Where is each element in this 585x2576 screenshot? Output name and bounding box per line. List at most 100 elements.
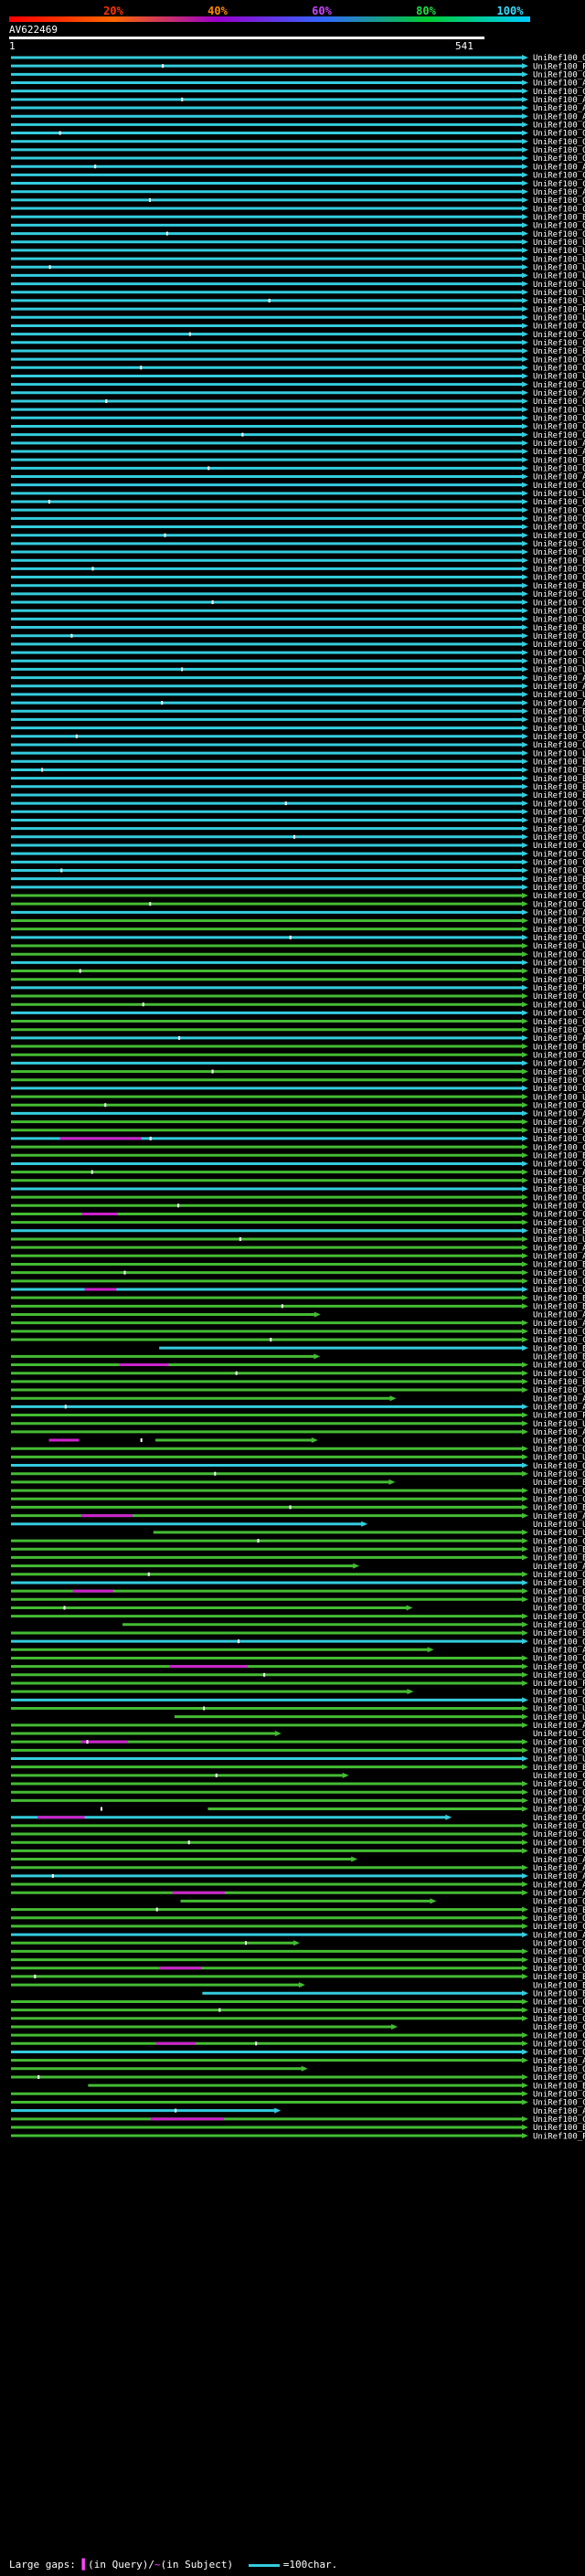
hit-row[interactable]: UniRef100_Q39336 [11, 892, 585, 901]
hit-label[interactable]: UniRef100_C8BLQ5 [533, 1177, 585, 1186]
hit-label[interactable]: UniRef100_Q8TG99 [533, 2091, 585, 2100]
hit-label[interactable]: UniRef100_C5P211 [533, 641, 585, 650]
hit-label[interactable]: UniRef100_C5XGU1 [533, 1436, 585, 1446]
hit-row[interactable]: UniRef100_C1FMN4 [11, 992, 585, 1002]
hit-row[interactable]: UniRef100_B4JE16 [11, 783, 585, 792]
hit-label[interactable]: UniRef100_A6SBS3 [533, 909, 585, 918]
hit-row[interactable]: UniRef100_UP1000.. [11, 725, 585, 734]
hit-label[interactable]: UniRef100_Q4G403 [533, 524, 585, 533]
hit-row[interactable]: UniRef100_C4LE10 [11, 1998, 585, 2008]
hit-row[interactable]: UniRef100_B7T7T5 [11, 1185, 585, 1194]
hit-row[interactable]: UniRef100_B8AWF2 [11, 1764, 585, 1773]
hit-label[interactable]: UniRef100_C1CGE0 [533, 339, 585, 348]
hit-row[interactable]: UniRef100_Q2FIB9 [11, 884, 585, 893]
hit-row[interactable]: UniRef100_UP1000.. [11, 281, 585, 290]
hit-row[interactable]: UniRef100_Q6VE17 [11, 222, 585, 231]
hit-label[interactable]: UniRef100_Q7R549 [533, 2007, 585, 2016]
hit-row[interactable]: UniRef100_C4M6P6 [11, 2015, 585, 2024]
hit-label[interactable]: UniRef100_C5FCX6 [533, 716, 585, 726]
hit-row[interactable]: UniRef100_B4DMC6 [88, 2082, 585, 2091]
hit-label[interactable]: UniRef100_P63244 [533, 305, 585, 314]
hit-label[interactable]: UniRef100_Q9LB00 [533, 1462, 585, 1471]
hit-row[interactable]: UniRef100_C5MTW1 [11, 1135, 585, 1144]
hit-label[interactable]: UniRef100_C9XR0L [533, 859, 585, 868]
hit-row[interactable]: UniRef100_C1I126 [11, 1211, 585, 1220]
hit-label[interactable]: UniRef100_C6ZGW2 [533, 1286, 585, 1295]
hit-row[interactable]: UniRef100_P49026 [11, 976, 585, 985]
hit-row[interactable]: UniRef100_A7PM35 [11, 674, 585, 684]
hit-label[interactable]: UniRef100_Q5DCH7 [533, 1621, 585, 1630]
hit-label[interactable]: UniRef100_C3XQP5 [533, 364, 585, 373]
hit-label[interactable]: UniRef100_Q24076 [533, 566, 585, 575]
hit-label[interactable]: UniRef100_C9E2R1 [533, 172, 585, 181]
hit-row[interactable]: UniRef100_Q7EU03 [11, 2065, 585, 2074]
hit-label[interactable]: UniRef100_B9WK13 [533, 1839, 585, 1848]
hit-label[interactable]: UniRef100_Q4S5S9 [533, 465, 585, 474]
hit-row[interactable]: UniRef100_A9BKM7 [11, 1872, 585, 1882]
hit-row[interactable]: UniRef100_C1CGE0 [11, 339, 585, 348]
hit-label[interactable]: UniRef100_A5BY59 [533, 683, 585, 692]
hit-label[interactable]: UniRef100_UP1000.. [533, 1755, 585, 1765]
hit-row[interactable]: UniRef100_B4EQC3 [11, 1554, 585, 1564]
hit-label[interactable]: UniRef100_B4JE16 [533, 783, 585, 792]
hit-row[interactable]: UniRef100_C8BLQ5 [11, 1177, 585, 1186]
hit-row[interactable]: UniRef100_Q0UXC3 [11, 1018, 585, 1027]
hit-row[interactable]: UniRef100_A9NUJ0 [11, 1394, 585, 1404]
hit-row[interactable]: UniRef100_C4LN56 [11, 1537, 585, 1546]
hit-label[interactable]: UniRef100_Q5DD54 [533, 1613, 585, 1622]
hit-label[interactable]: UniRef100_A9NUJ9 [533, 440, 585, 449]
hit-label[interactable]: UniRef100_Q86471 [533, 482, 585, 491]
hit-label[interactable]: UniRef100_Q6Y2I7 [533, 423, 585, 432]
hit-label[interactable]: UniRef100_B7S365 [533, 582, 585, 591]
hit-label[interactable]: UniRef100_B8NT05 [533, 1303, 585, 1312]
hit-label[interactable]: UniRef100_Q4UTN2 [533, 1914, 585, 1924]
hit-label[interactable]: UniRef100_Q8X1L9 [533, 381, 585, 390]
hit-label[interactable]: UniRef100_A9M2Y1 [533, 1404, 585, 1413]
hit-row[interactable]: UniRef100_A9VLT8 [11, 1034, 585, 1044]
hit-label[interactable]: UniRef100_C4QVU1 [533, 1923, 585, 1932]
hit-label[interactable]: UniRef100_A5E792 [533, 1889, 585, 1898]
hit-label[interactable]: UniRef100_UP1000.. [533, 1093, 585, 1102]
hit-row[interactable]: UniRef100_A5E792 [11, 1889, 585, 1898]
hit-row[interactable]: UniRef100_C5FEE7 [11, 1010, 585, 1019]
hit-row[interactable]: UniRef100_B6KQ85 [11, 1579, 585, 1588]
hit-row[interactable]: UniRef100_Q0GN69 [11, 1814, 585, 1823]
hit-label[interactable]: UniRef100_B7FKR5 [533, 557, 585, 566]
hit-row[interactable]: UniRef100_C1FLR9 [11, 733, 585, 742]
hit-row[interactable]: UniRef100_Q6C5Q2 [11, 1671, 585, 1680]
hit-label[interactable]: UniRef100_B5VPE1 [533, 2124, 585, 2133]
hit-row[interactable]: UniRef100_Q6CNI7 [11, 2049, 585, 2058]
hit-row[interactable]: UniRef100_A9TNV3 [11, 80, 585, 89]
hit-row[interactable]: UniRef100_A2Q9R8 [11, 1244, 585, 1253]
hit-row[interactable]: UniRef100_C4YT14 [11, 1830, 585, 1839]
hit-row[interactable]: UniRef100_Q6C4I6 [11, 599, 585, 608]
hit-label[interactable]: UniRef100_C0S605 [533, 1085, 585, 1094]
hit-label[interactable]: UniRef100_UP1000.. [533, 297, 585, 306]
hit-row[interactable]: UniRef100_B8NT05 [11, 1303, 585, 1312]
hit-label[interactable]: UniRef100_Q21215 [533, 1470, 585, 1479]
hit-row[interactable]: UniRef100_Q6JXY5 [11, 431, 585, 440]
hit-row[interactable]: UniRef100_C5FCX6 [11, 716, 585, 726]
hit-row[interactable]: UniRef100_Q2TIG4 [11, 138, 585, 147]
hit-row[interactable]: UniRef100_Q4F6W9 [11, 1370, 585, 1379]
hit-row[interactable]: UniRef100_C5XGU1 [48, 1436, 585, 1446]
hit-row[interactable]: UniRef100_B8MDK5 [11, 1043, 585, 1052]
hit-label[interactable]: UniRef100_Q29MB0 [533, 1219, 585, 1228]
hit-label[interactable]: UniRef100_Q4N208 [533, 1587, 585, 1596]
hit-label[interactable]: UniRef100_A9TVY6 [533, 1253, 585, 1262]
hit-row[interactable]: UniRef100_A9QQB5 [11, 1563, 585, 1572]
hit-label[interactable]: UniRef100_C4LT58 [533, 1965, 585, 1974]
hit-row[interactable]: UniRef100_P25387 [11, 62, 585, 71]
hit-row[interactable]: UniRef100_C4LT58 [11, 1965, 585, 1974]
hit-row[interactable]: UniRef100_Q6E4F2 [11, 607, 585, 616]
hit-row[interactable]: UniRef100_Q9Q8S6 [11, 532, 585, 541]
hit-row[interactable]: UniRef100_Q4S5S9 [11, 465, 585, 474]
hit-row[interactable]: UniRef100_UP1000.. [11, 272, 585, 281]
hit-label[interactable]: UniRef100_Q5R669 [533, 355, 585, 365]
hit-label[interactable]: UniRef100_B6AH09 [533, 1906, 585, 1915]
hit-row[interactable]: UniRef100_Q6LRF4 [11, 1386, 585, 1395]
hit-row[interactable]: UniRef100_B3NK27 [11, 1353, 585, 1362]
hit-label[interactable]: UniRef100_C0NN62 [533, 1143, 585, 1152]
hit-row[interactable]: UniRef100_P63244 [11, 305, 585, 314]
hit-label[interactable]: UniRef100_A7S9H5 [533, 389, 585, 398]
